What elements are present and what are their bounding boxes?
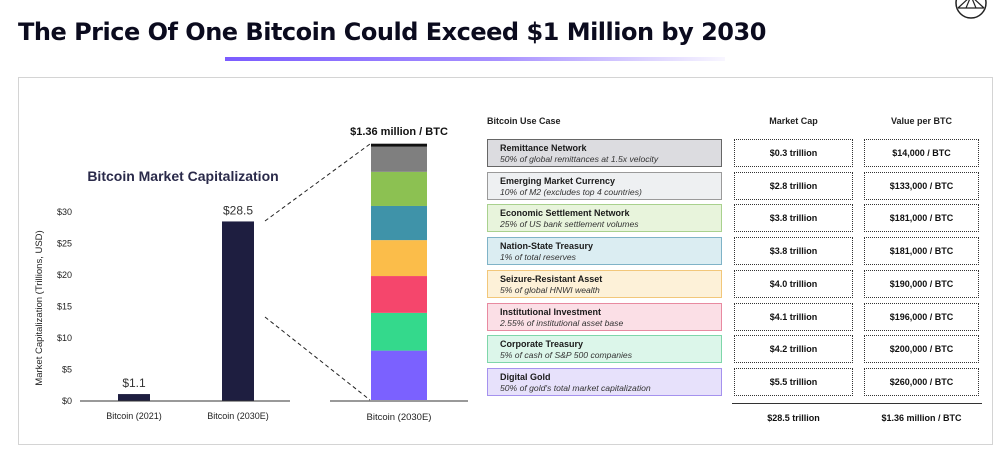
use-case-description: 10% of M2 (excludes top 4 countries) [500, 186, 642, 197]
use-case-row: Seizure-Resistant Asset 5% of global HNWI… [487, 269, 722, 298]
y-tick-label: $5 [62, 365, 72, 375]
use-case-description: 5% of global HNWI wealth [500, 284, 600, 295]
use-case-name: Economic Settlement Network [500, 208, 630, 219]
use-case-name: Nation-State Treasury [500, 241, 594, 252]
chart-title: Bitcoin Market Capitalization [87, 168, 278, 184]
bar-1 [222, 221, 254, 401]
use-case-name: Institutional Investment [500, 306, 602, 317]
use-case-row: Corporate Treasury 5% of cash of S&P 500 … [487, 335, 722, 364]
header-value-per-btc: Value per BTC [890, 116, 953, 126]
stack-segment-corporate-treasury [371, 312, 427, 351]
y-tick-label: $20 [57, 270, 72, 280]
y-tick-label: $30 [57, 207, 72, 217]
diamond-logo-icon [955, 0, 987, 19]
market-cap-cell: $3.8 trillion [734, 237, 853, 266]
page-title: The Price Of One Bitcoin Could Exceed $1… [18, 18, 766, 46]
y-axis-label: Market Capitalization (Trillions, USD) [34, 230, 45, 385]
use-case-name: Remittance Network [500, 143, 587, 153]
stack-category-label: Bitcoin (2030E) [367, 412, 432, 423]
use-case-description: 25% of US bank settlement volumes [500, 219, 639, 230]
use-case-description: 1% of total reserves [500, 252, 576, 263]
bar-value-label: $28.5 [223, 203, 253, 217]
value-per-btc-cell: $14,000 / BTC [864, 139, 979, 167]
use-case-description: 50% of global remittances at 1.5x veloci… [500, 154, 659, 164]
value-per-btc-cell: $190,000 / BTC [864, 269, 979, 298]
total-market-cap: $28.5 trillion [767, 413, 820, 423]
value-per-btc-cell: $260,000 / BTC [864, 367, 979, 396]
use-case-row: Emerging Market Currency 10% of M2 (exclu… [487, 171, 722, 200]
stack-segment-digital-gold [371, 350, 427, 400]
x-tick-label: Bitcoin (2030E) [207, 411, 269, 421]
totals-divider [732, 403, 982, 404]
stack-segment-remittance-network [371, 143, 427, 147]
value-per-btc-cell: $181,000 / BTC [864, 204, 979, 233]
market-cap-cell: $5.5 trillion [734, 367, 853, 396]
use-case-name: Seizure-Resistant Asset [500, 273, 603, 284]
stacked-bar-chart: $1.36 million / BTC Bitcoin (2030E) [264, 126, 468, 423]
use-case-description: 5% of cash of S&P 500 companies [500, 350, 633, 361]
use-case-name: Corporate Treasury [500, 339, 584, 350]
market-cap-cell: $2.8 trillion [734, 171, 853, 200]
stack-total-label: $1.36 million / BTC [350, 126, 448, 138]
market-cap-cell: $3.8 trillion [734, 204, 853, 233]
stack-segment-emerging-market-currency [371, 146, 427, 172]
market-cap-cell: $4.1 trillion [734, 302, 853, 331]
market-cap-bar-chart: Bitcoin Market Capitalization Market Cap… [34, 168, 290, 421]
use-case-name: Digital Gold [500, 371, 551, 382]
y-tick-label: $25 [57, 239, 72, 249]
x-tick-label: Bitcoin (2021) [106, 411, 162, 421]
use-case-description: 2.55% of institutional asset base [500, 317, 624, 328]
chart-panel [18, 77, 993, 445]
bar-value-label: $1.1 [122, 376, 146, 390]
market-cap-cell: $0.3 trillion [734, 139, 853, 167]
use-case-row: Economic Settlement Network 25% of US ban… [487, 204, 722, 233]
bar-0 [118, 394, 150, 401]
zoom-connector-top [264, 143, 371, 222]
value-per-btc-cell: $200,000 / BTC [864, 335, 979, 364]
y-tick-label: $10 [57, 333, 72, 343]
value-per-btc-cell: $196,000 / BTC [864, 302, 979, 331]
market-cap-cell: $4.0 trillion [734, 269, 853, 298]
title-underline [225, 57, 725, 61]
y-tick-label: $15 [57, 302, 72, 312]
value-per-btc-cell: $181,000 / BTC [864, 237, 979, 266]
header-market-cap: Market Cap [769, 116, 818, 126]
stack-segment-nation-state-treasury [371, 205, 427, 241]
total-value-per-btc: $1.36 million / BTC [881, 413, 962, 423]
zoom-connector-bottom [264, 316, 371, 401]
use-case-row: Nation-State Treasury 1% of total reserve… [487, 237, 722, 266]
header-use-case: Bitcoin Use Case [487, 116, 561, 126]
stack-segment-seizure-resistant-asset [371, 240, 427, 277]
use-case-description: 50% of gold's total market capitalizatio… [500, 382, 651, 393]
use-case-row: Remittance Network 50% of global remittan… [487, 139, 722, 167]
stack-segment-institutional-investment [371, 276, 427, 313]
value-per-btc-cell: $133,000 / BTC [864, 171, 979, 200]
use-case-name: Emerging Market Currency [500, 175, 616, 186]
y-tick-label: $0 [62, 396, 72, 406]
use-case-row: Digital Gold 50% of gold's total market c… [487, 367, 722, 396]
market-cap-cell: $4.2 trillion [734, 335, 853, 364]
stack-segment-economic-settlement-network [371, 171, 427, 206]
use-case-row: Institutional Investment 2.55% of institu… [487, 302, 722, 331]
